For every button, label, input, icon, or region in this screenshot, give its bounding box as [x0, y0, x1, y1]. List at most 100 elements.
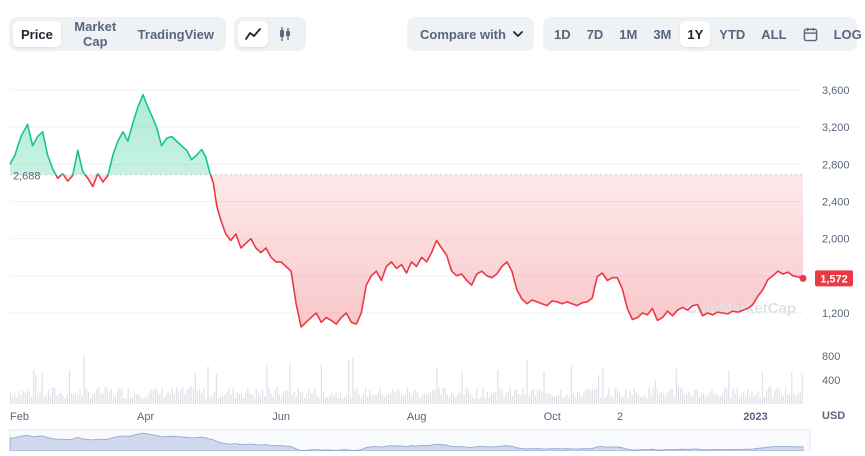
range-navigator[interactable]	[9, 429, 811, 452]
volume-bar	[165, 394, 167, 404]
volume-bar	[635, 392, 637, 404]
volume-bar	[606, 395, 608, 404]
volume-bar	[325, 397, 327, 404]
tab-price[interactable]: Price	[13, 21, 61, 47]
volume-bar	[637, 394, 640, 404]
volume-bar	[167, 391, 169, 404]
volume-bar	[119, 388, 121, 404]
volume-bar	[614, 388, 616, 404]
volume-bar	[436, 368, 438, 404]
range-all[interactable]: ALL	[754, 21, 793, 47]
volume-bar	[362, 394, 364, 404]
volume-bar	[354, 389, 356, 404]
volume-bar	[238, 393, 241, 404]
volume-bar	[734, 392, 736, 404]
volume-bar	[612, 396, 614, 404]
volume-bar	[253, 397, 255, 404]
volume-bar	[787, 394, 789, 404]
y-tick-label: 2,800	[822, 159, 850, 171]
volume-bar	[455, 397, 457, 404]
volume-bar	[587, 388, 589, 404]
price-line-down	[54, 174, 804, 328]
volume-bar	[442, 387, 444, 404]
compare-with-dropdown[interactable]: Compare with	[407, 17, 534, 51]
volume-bar	[656, 388, 658, 404]
volume-bar	[532, 388, 535, 404]
volume-bar	[623, 396, 625, 404]
volume-bar	[434, 390, 436, 404]
volume-bar	[780, 394, 782, 404]
volume-bar	[117, 390, 119, 404]
volume-bar	[707, 395, 709, 404]
volume-bar	[62, 395, 64, 404]
volume-bar	[551, 395, 553, 404]
volume-bar	[215, 374, 217, 404]
volume-bar	[318, 397, 320, 404]
volume-bar	[108, 392, 110, 404]
volume-bar	[598, 375, 600, 404]
volume-bar	[150, 389, 152, 404]
volume-bar	[658, 393, 661, 404]
volume-bar	[419, 397, 421, 404]
volume-bar	[232, 387, 234, 404]
volume-bar	[112, 395, 115, 404]
volume-bar	[94, 393, 96, 404]
volume-bar	[314, 387, 316, 404]
volume-bar	[404, 393, 406, 404]
volume-bar	[304, 397, 306, 404]
volume-bar	[205, 397, 207, 404]
volume-bar	[154, 387, 157, 404]
range-ytd[interactable]: YTD	[712, 21, 752, 47]
volume-bar	[285, 390, 287, 404]
volume-bar	[791, 372, 793, 404]
calendar-button[interactable]	[796, 21, 825, 47]
range-1m[interactable]: 1M	[612, 21, 644, 47]
axis-labels: 3,6003,2002,8002,4002,0001,6001,20080040…	[10, 85, 853, 423]
volume-bar	[178, 392, 180, 404]
volume-bar	[291, 394, 293, 404]
candlestick-button[interactable]	[270, 21, 300, 47]
volume-bar	[661, 391, 663, 404]
volume-bar	[224, 394, 226, 404]
volume-bar	[453, 394, 455, 404]
volume-bar	[625, 388, 627, 404]
x-tick-label: Oct	[544, 411, 561, 423]
volume-bar	[104, 386, 106, 404]
volume-bar	[264, 395, 266, 404]
volume-bar	[148, 393, 150, 404]
range-7d[interactable]: 7D	[580, 21, 611, 47]
volume-bar	[469, 393, 472, 404]
volume-bar	[474, 398, 476, 404]
volume-bar	[68, 369, 70, 404]
range-1d[interactable]: 1D	[547, 21, 578, 47]
volume-bar	[684, 394, 686, 404]
volume-bar	[255, 388, 257, 404]
volume-bar	[129, 396, 131, 404]
log-scale-toggle[interactable]: LOG	[827, 21, 865, 47]
volume-bar	[49, 394, 52, 404]
calendar-icon	[803, 27, 817, 41]
range-1y[interactable]: 1Y	[680, 21, 711, 47]
volume-bar	[511, 395, 514, 404]
volume-bar	[713, 393, 715, 404]
volume-bar	[213, 392, 215, 404]
navigator-series	[9, 432, 804, 452]
range-3m[interactable]: 3M	[646, 21, 678, 47]
price-chart: CoinMarketCap 3,600 3,200 2,800 2,400 2,000 1…	[0, 60, 865, 452]
volume-bar	[564, 397, 566, 404]
volume-bar	[427, 392, 430, 404]
volume-bar	[472, 397, 474, 404]
volume-bar	[663, 393, 665, 404]
tab-market-cap[interactable]: Market Cap	[63, 19, 128, 49]
volume-bar	[131, 397, 133, 404]
volume-bar	[327, 396, 329, 404]
volume-bar	[207, 366, 209, 404]
line-chart-button[interactable]	[238, 21, 268, 47]
chart-style-toggle	[234, 17, 306, 51]
volume-bar	[228, 388, 230, 404]
tab-tradingview[interactable]: TradingView	[130, 21, 222, 47]
area-below-baseline	[55, 174, 803, 327]
volume-bar	[778, 389, 780, 404]
volume-bar	[568, 397, 570, 404]
volume-bar	[770, 386, 772, 404]
